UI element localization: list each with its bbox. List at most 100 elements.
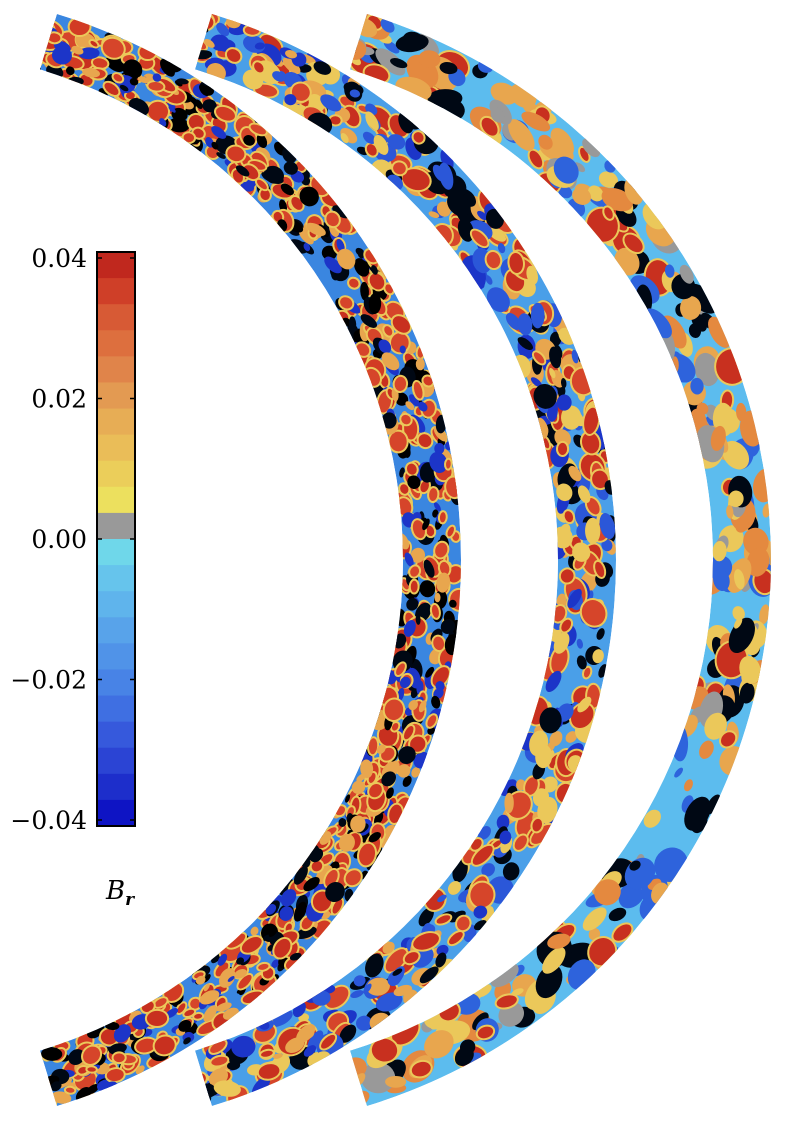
field-blob (728, 490, 744, 508)
field-blob (39, 63, 41, 71)
field-blob (428, 211, 440, 219)
field-blob (65, 1087, 75, 1093)
field-blob (382, 941, 395, 954)
field-blob (539, 707, 562, 734)
field-blob (567, 588, 582, 609)
field-blob (211, 141, 219, 150)
field-blob (429, 488, 438, 502)
field-blob (490, 107, 505, 123)
field-blob (439, 62, 458, 75)
field-blob (51, 46, 72, 65)
field-blob (569, 408, 585, 427)
field-blob (447, 526, 455, 537)
field-blob (558, 185, 573, 199)
field-blob (394, 376, 407, 392)
field-blob (268, 174, 284, 184)
field-blob (282, 57, 301, 75)
field-blob (236, 957, 245, 965)
field-blob (586, 497, 600, 515)
field-blob (336, 248, 356, 270)
field-blob (216, 152, 226, 159)
field-blob (354, 258, 370, 277)
field-blob (395, 33, 429, 53)
field-blob (272, 1053, 283, 1059)
colorbar: 0.04 0.02 0.00 −0.02 −0.04 (10, 244, 136, 835)
field-blob (454, 1047, 474, 1067)
field-blob (280, 889, 297, 907)
field-blob (502, 862, 520, 881)
field-blob (385, 1075, 407, 1088)
field-blob (418, 401, 428, 412)
field-blob (580, 147, 589, 161)
field-blob (211, 125, 227, 139)
field-blob (437, 894, 447, 903)
field-blob (369, 784, 382, 798)
field-blob (148, 101, 169, 121)
field-blob (160, 58, 175, 77)
field-blob (340, 297, 353, 309)
field-blob (410, 547, 426, 563)
colorbar-tick-label: 0.00 (31, 525, 87, 554)
field-blob (227, 975, 235, 982)
field-blob (366, 144, 377, 156)
field-blob (408, 699, 419, 711)
field-blob (338, 818, 347, 827)
field-blob (82, 67, 101, 78)
field-blob (238, 974, 252, 989)
colorbar-segment (97, 460, 135, 488)
field-blob (375, 992, 403, 1012)
shell-panels (39, 13, 772, 1107)
field-blob (39, 26, 48, 35)
field-blob (535, 744, 553, 769)
field-blob (303, 242, 311, 252)
field-blob (690, 377, 704, 395)
field-blob (721, 732, 736, 747)
field-blob (532, 818, 543, 832)
colorbar-segment (97, 669, 135, 697)
field-blob (353, 975, 366, 987)
field-blob (592, 470, 608, 489)
field-blob (48, 33, 61, 43)
field-blob (411, 767, 421, 778)
field-blob (481, 117, 498, 136)
field-blob (332, 899, 343, 914)
field-blob (517, 313, 533, 336)
field-blob (553, 156, 579, 184)
field-blob (473, 905, 488, 919)
field-blob (39, 35, 47, 42)
colorbar-segment (97, 330, 135, 357)
field-blob (349, 278, 359, 288)
field-blob (538, 134, 553, 150)
field-blob (418, 907, 434, 927)
field-blob-edge (39, 24, 50, 37)
field-blob (581, 600, 606, 626)
field-blob (399, 345, 406, 354)
field-blob (376, 744, 386, 754)
field-blob (368, 832, 381, 843)
field-blob (576, 655, 587, 670)
field-blob (599, 513, 616, 540)
field-blob (596, 628, 605, 640)
field-blob (545, 670, 562, 693)
field-blob (397, 764, 411, 778)
field-blob (496, 814, 510, 830)
field-blob (390, 58, 408, 69)
field-blob (349, 89, 361, 98)
field-blob (759, 604, 770, 625)
field-blob (389, 804, 403, 824)
field-blob (360, 314, 378, 328)
field-blob (273, 211, 283, 222)
field-blob (457, 916, 470, 931)
field-blob (410, 566, 420, 577)
field-blob (203, 983, 210, 992)
field-blob (419, 580, 436, 598)
field-blob (293, 866, 308, 885)
field-blob (530, 302, 545, 329)
field-blob (393, 984, 412, 997)
field-blob (436, 572, 451, 593)
field-blob (108, 1043, 127, 1055)
field-blob (431, 604, 439, 618)
field-blob (227, 933, 246, 948)
field-blob (553, 632, 570, 654)
colorbar-tick-label: 0.04 (31, 244, 87, 273)
